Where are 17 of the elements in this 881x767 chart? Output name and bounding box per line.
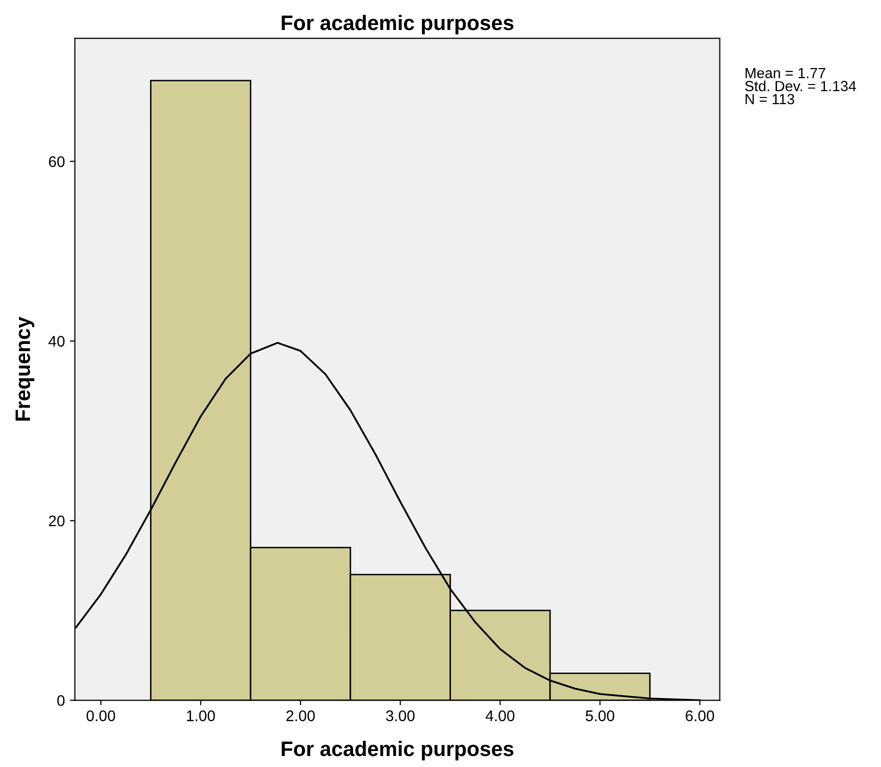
x-tick-label: 4.00 [486,710,514,722]
y-axis-title: Frequency [16,316,34,421]
x-tick-label: 6.00 [686,710,714,722]
x-tick-label: 0.00 [86,710,116,722]
text: Mean = 1.77 [746,68,826,78]
text: Std. Dev. = 1.134 [745,80,856,92]
x-axis-title: For academic purposes [282,740,514,760]
x-tick-label: 3.00 [386,710,415,722]
text: N = 113 [746,94,794,104]
chart-title: For academic purposes [282,14,514,34]
y-tick-label: 60 [48,156,65,168]
y-tick-label: 20 [48,516,65,526]
x-tick-label: 5.00 [586,710,614,722]
y-tick-label: 40 [48,336,65,347]
x-tick-label: 1.00 [186,710,215,722]
y-tick-label: 0 [57,695,65,706]
x-tick-label: 2.00 [286,710,315,722]
